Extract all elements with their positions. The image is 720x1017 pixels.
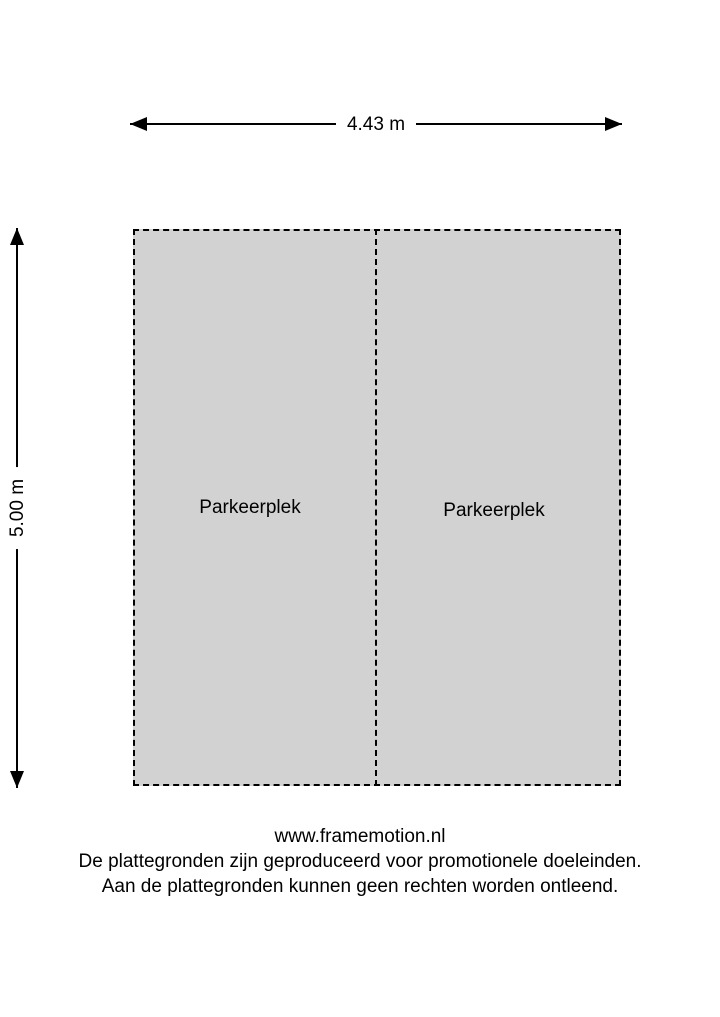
height-dimension-label: 5.00 m [7,466,29,550]
room-label-parkeerplek-right: Parkeerplek [443,500,545,521]
room-label-parkeerplek-left: Parkeerplek [199,497,301,518]
arrow-right-icon [605,117,622,131]
footer: www.framemotion.nl De plattegronden zijn… [0,824,720,899]
parking-space-divider [375,229,377,786]
footer-disclaimer-line-1: De plattegronden zijn geproduceerd voor … [78,851,642,872]
arrow-down-icon [10,771,24,788]
horizontal-dimension: 4.43 m [130,112,622,138]
width-dimension-value: 4.43 m [335,114,417,135]
arrow-left-icon [130,117,147,131]
arrow-up-icon [10,228,24,245]
footer-website: www.framemotion.nl [274,826,446,847]
footer-disclaimer-line-2: Aan de plattegronden kunnen geen rechten… [101,876,619,897]
width-dimension-label: 4.43 m [130,112,622,137]
vertical-dimension: 5.00 m [5,228,31,788]
height-dimension-value: 5.00 m [7,466,29,550]
parking-area-outline [133,229,621,786]
